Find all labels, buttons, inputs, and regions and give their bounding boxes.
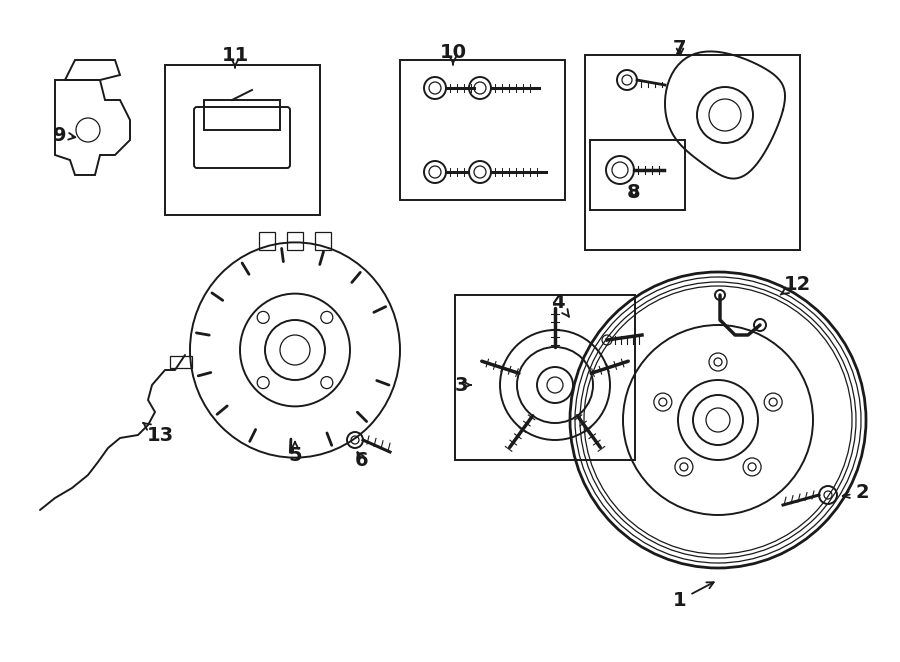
Bar <box>287 232 303 250</box>
Bar <box>585 55 800 250</box>
Text: 12: 12 <box>780 275 811 295</box>
Text: 6: 6 <box>356 451 369 469</box>
Bar <box>204 100 280 130</box>
Text: 11: 11 <box>221 46 248 68</box>
Text: 8: 8 <box>627 183 641 201</box>
Bar <box>170 356 192 368</box>
Text: 10: 10 <box>439 42 466 64</box>
Text: 1: 1 <box>673 583 714 610</box>
Text: 4: 4 <box>551 293 569 317</box>
Text: 5: 5 <box>288 442 302 465</box>
Bar <box>400 60 565 200</box>
Bar <box>590 140 685 210</box>
Text: 2: 2 <box>842 483 868 502</box>
Text: 13: 13 <box>143 423 174 444</box>
Bar <box>455 295 635 460</box>
Bar <box>259 232 275 250</box>
Text: 9: 9 <box>53 126 76 144</box>
Text: 3: 3 <box>454 375 471 395</box>
Bar <box>315 232 331 250</box>
Bar <box>165 65 320 215</box>
Text: 7: 7 <box>673 38 687 58</box>
